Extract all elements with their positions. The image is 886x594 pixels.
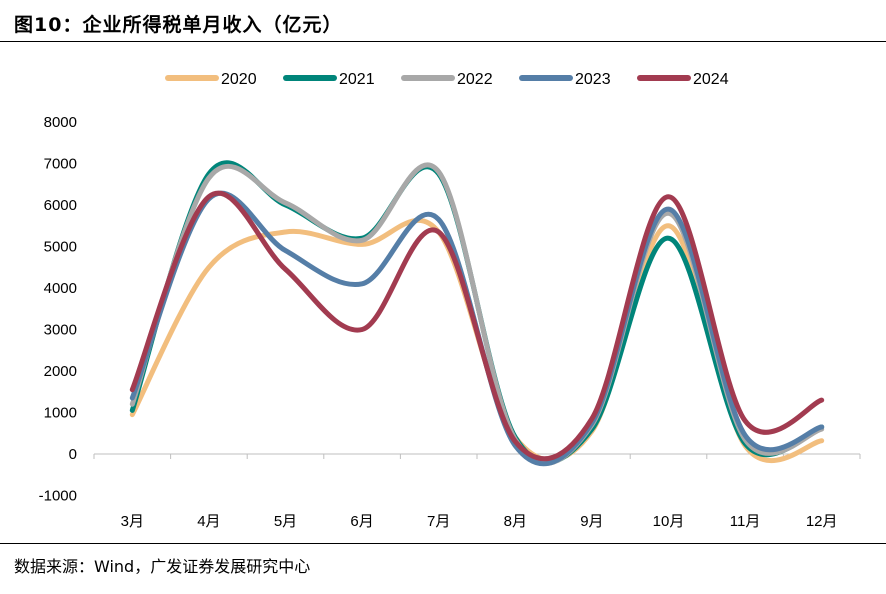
y-tick-label: 4000 [44, 280, 77, 297]
series-line-2024 [129, 190, 825, 462]
x-tick-label: 3月 [121, 513, 144, 530]
series-layer [129, 160, 825, 467]
y-tick-label: 6000 [44, 197, 77, 214]
legend-item-2021: 2021 [283, 71, 375, 88]
bottom-rule [0, 543, 886, 544]
legend-item-2020: 2020 [165, 71, 257, 88]
y-tick-label: -1000 [39, 488, 77, 505]
legend-label: 2023 [575, 71, 611, 88]
y-tick-label: 1000 [44, 405, 77, 422]
line-chart: 2020 2021 2022 2023 2024 -1000 0 1000 2000 3000 4… [39, 71, 861, 530]
legend-label: 2024 [693, 71, 729, 88]
y-tick-label: 8000 [44, 114, 77, 131]
y-tick-label: 7000 [44, 156, 77, 173]
y-tick-label: 0 [69, 446, 77, 463]
top-rule [0, 41, 886, 42]
y-axis: -1000 0 1000 2000 3000 4000 5000 6000 7000 8000 [39, 114, 77, 505]
x-tick-label: 8月 [504, 513, 527, 530]
figure-title: 图10：企业所得税单月收入（亿元） [14, 14, 343, 36]
legend-label: 2021 [339, 71, 375, 88]
y-tick-label: 3000 [44, 322, 77, 339]
legend-item-2023: 2023 [519, 71, 611, 88]
legend: 2020 2021 2022 2023 2024 [165, 71, 729, 88]
legend-item-2022: 2022 [401, 71, 493, 88]
series-line-2022 [129, 162, 825, 466]
x-tick-label: 6月 [350, 513, 373, 530]
legend-item-2024: 2024 [637, 71, 729, 88]
x-tick-label: 12月 [806, 513, 838, 530]
source-note: 数据来源：Wind，广发证券发展研究中心 [14, 557, 311, 576]
x-axis: 3月 4月 5月 6月 7月 8月 9月 10月 11月 12月 [93, 453, 861, 530]
y-tick-label: 5000 [44, 239, 77, 256]
x-tick-label: 4月 [197, 513, 220, 530]
x-tick-label: 10月 [653, 513, 685, 530]
x-tick-label: 7月 [427, 513, 450, 530]
legend-label: 2020 [221, 71, 257, 88]
legend-label: 2022 [457, 71, 493, 88]
x-tick-label: 5月 [274, 513, 297, 530]
x-tick-label: 9月 [580, 513, 603, 530]
y-tick-label: 2000 [44, 363, 77, 380]
x-tick-label: 11月 [730, 513, 761, 530]
